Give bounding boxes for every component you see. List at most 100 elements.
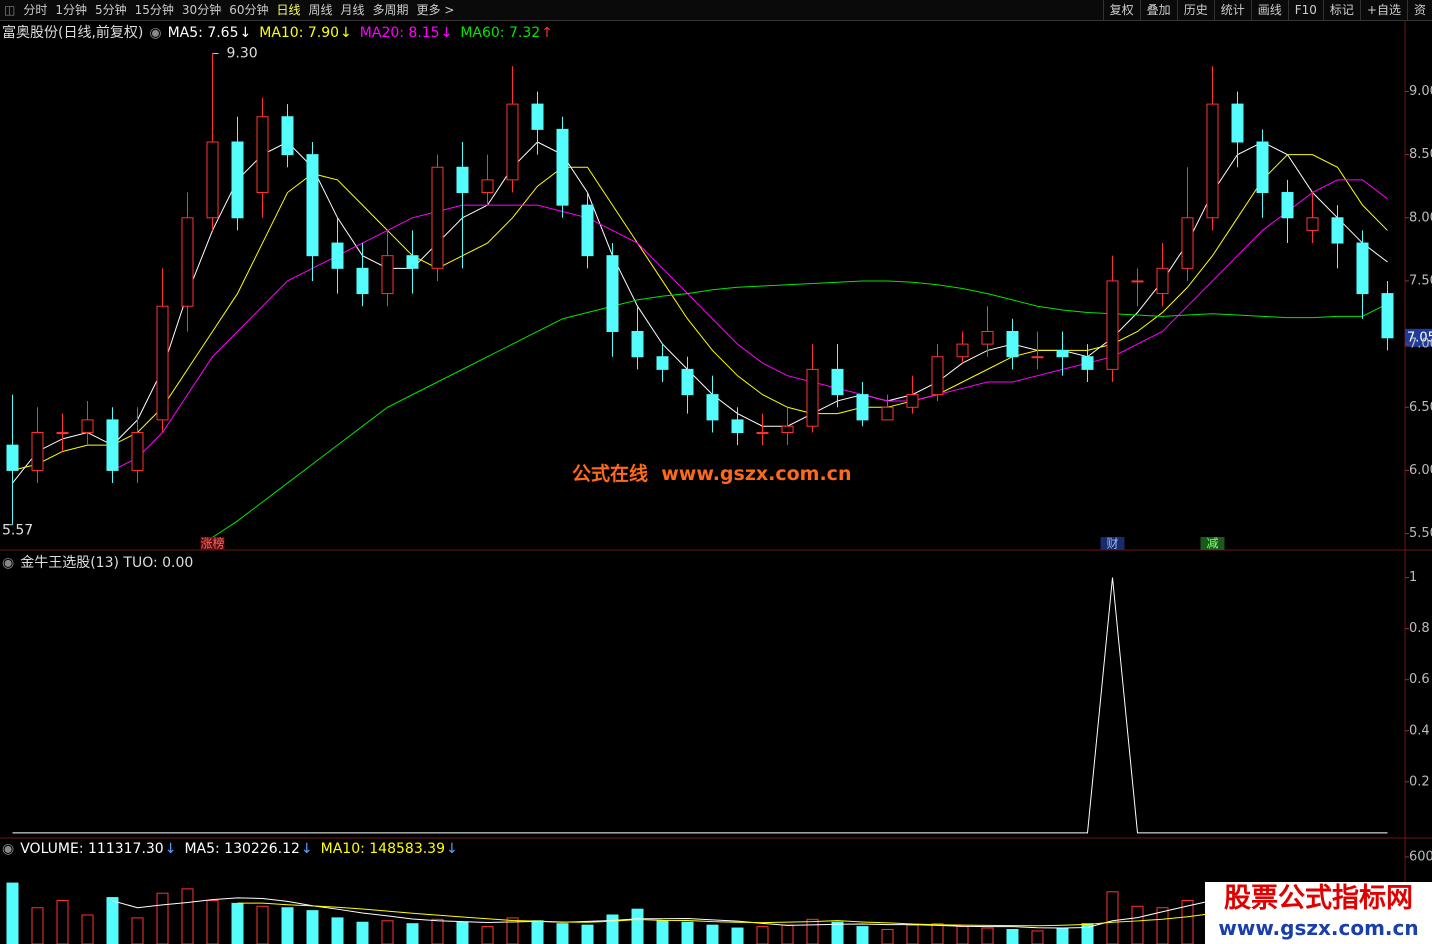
- period-tab[interactable]: 多周期: [372, 3, 409, 17]
- y-tick-label: 0.8: [1409, 621, 1430, 636]
- watermark-cn: 公式在线: [572, 463, 649, 485]
- legend-arrow: ↓: [340, 25, 352, 41]
- candle-body: [456, 166, 469, 194]
- candle-body: [6, 444, 19, 471]
- tool-button[interactable]: 统计: [1213, 0, 1251, 20]
- icon: ◉: [2, 841, 15, 857]
- period-tab[interactable]: 分时: [23, 3, 48, 17]
- volume-bar: [56, 899, 69, 944]
- y-tick-label: 8.00: [1409, 210, 1432, 225]
- y-tick-label: 9.00: [1409, 84, 1432, 99]
- candle-body: [1031, 356, 1044, 359]
- y-tick-label: 0.2: [1409, 774, 1430, 789]
- annotation-label: 5.57: [2, 523, 33, 539]
- ma-line: [112, 897, 1388, 929]
- tool-button[interactable]: 资: [1406, 0, 1432, 20]
- y-tick-label: 1: [1409, 570, 1417, 585]
- period-tab[interactable]: 15分钟: [134, 3, 174, 17]
- period-tab[interactable]: 更多 >: [416, 3, 455, 17]
- legend-entry: MA20: 8.15: [359, 25, 440, 41]
- event-label: 财: [1106, 537, 1118, 551]
- volume-bar: [131, 917, 144, 944]
- volume-bar: [456, 921, 469, 944]
- y-tick-label: 6.00: [1409, 463, 1432, 478]
- volume-bar: [331, 917, 344, 944]
- period-tabs: ◫ 分时 1分钟 5分钟 15分钟 30分钟 60分钟 日线 周线 月线 多周期 更多 >: [0, 0, 458, 20]
- volume-bar: [181, 888, 194, 944]
- candle-body: [481, 179, 494, 194]
- period-tab[interactable]: 月线: [340, 3, 365, 17]
- volume-bar: [1006, 928, 1019, 944]
- candle-body: [381, 255, 394, 295]
- tool-button[interactable]: +自选: [1359, 0, 1407, 20]
- y-tick-label: 6.50: [1409, 400, 1432, 415]
- volume-bar: [606, 914, 619, 944]
- candle-body: [956, 343, 969, 358]
- candle-body: [1231, 103, 1244, 143]
- tool-button[interactable]: F10: [1287, 0, 1323, 20]
- candle-body: [206, 141, 219, 219]
- tool-button[interactable]: 画线: [1250, 0, 1288, 20]
- volume-bar: [431, 918, 444, 944]
- overlay-url: www.gszx.com.cn: [1218, 916, 1419, 940]
- volume-header: ◉ VOLUME: 111317.30↓ MA5: 130226.12↓ MA10: …: [2, 841, 466, 857]
- candle-body: [256, 116, 269, 194]
- period-tab[interactable]: 30分钟: [181, 3, 222, 17]
- volume-bar: [306, 910, 319, 944]
- overlay-title: 股票公式指标网: [1224, 883, 1413, 914]
- legend-entry: MA5: 130226.12: [184, 841, 300, 857]
- volume-bar: [706, 924, 719, 944]
- legend-arrow: ↓: [446, 841, 458, 857]
- legend-entry: MA5: 7.65: [167, 25, 239, 41]
- volume-bar: [206, 899, 219, 944]
- candle-body: [281, 116, 294, 156]
- volume-bar: [1131, 905, 1144, 944]
- period-tab[interactable]: 5分钟: [95, 3, 127, 17]
- y-tick-label: 0.4: [1409, 723, 1430, 738]
- event-label: 涨榜: [200, 536, 224, 551]
- period-tab[interactable]: 日线: [276, 3, 301, 17]
- overlay-logo: 股票公式指标网 www.gszx.com.cn: [1205, 882, 1432, 944]
- period-tab[interactable]: 周线: [308, 3, 333, 17]
- icon: ◉: [149, 25, 162, 41]
- volume-bar: [6, 882, 19, 944]
- volume-bar: [1031, 930, 1044, 944]
- candle-body: [31, 432, 44, 471]
- volume-bar: [1106, 891, 1119, 944]
- icon: ◫: [4, 3, 16, 17]
- annotation-label: 9.30: [227, 46, 258, 62]
- candle-body: [981, 330, 994, 345]
- period-tab[interactable]: 1分钟: [55, 3, 87, 17]
- tool-button[interactable]: 复权: [1102, 0, 1140, 20]
- candle-body: [1181, 217, 1194, 269]
- volume-bar: [806, 918, 819, 944]
- volume-bar: [256, 905, 269, 944]
- volume-bar: [156, 892, 169, 944]
- candle-body: [631, 330, 644, 358]
- volume-bar: [381, 920, 394, 944]
- volume-bar: [556, 923, 569, 944]
- candle-body: [831, 368, 844, 396]
- volume-bar: [956, 926, 969, 944]
- tool-button[interactable]: 叠加: [1139, 0, 1177, 20]
- candle-body: [681, 368, 694, 396]
- last-price-label: 7.05: [1407, 330, 1432, 345]
- period-tab[interactable]: 60分钟: [229, 3, 269, 17]
- candle-body: [131, 432, 144, 471]
- legend-entry: VOLUME: 111317.30: [20, 841, 164, 857]
- volume-bar: [656, 920, 669, 944]
- watermark: 公式在线 www.gszx.com.cn: [572, 459, 851, 486]
- tool-button[interactable]: 标记: [1322, 0, 1360, 20]
- candle-body: [1131, 280, 1144, 283]
- volume-bar: [1081, 923, 1094, 944]
- candle-body: [756, 432, 769, 435]
- volume-bar: [406, 923, 419, 944]
- candle-body: [1381, 293, 1394, 339]
- candle-body: [581, 204, 594, 257]
- volume-bar: [281, 907, 294, 944]
- tool-button[interactable]: 历史: [1176, 0, 1214, 20]
- ma-line: [112, 179, 1388, 471]
- legend-entry: MA60: 7.32: [460, 25, 541, 41]
- candle-body: [706, 394, 719, 421]
